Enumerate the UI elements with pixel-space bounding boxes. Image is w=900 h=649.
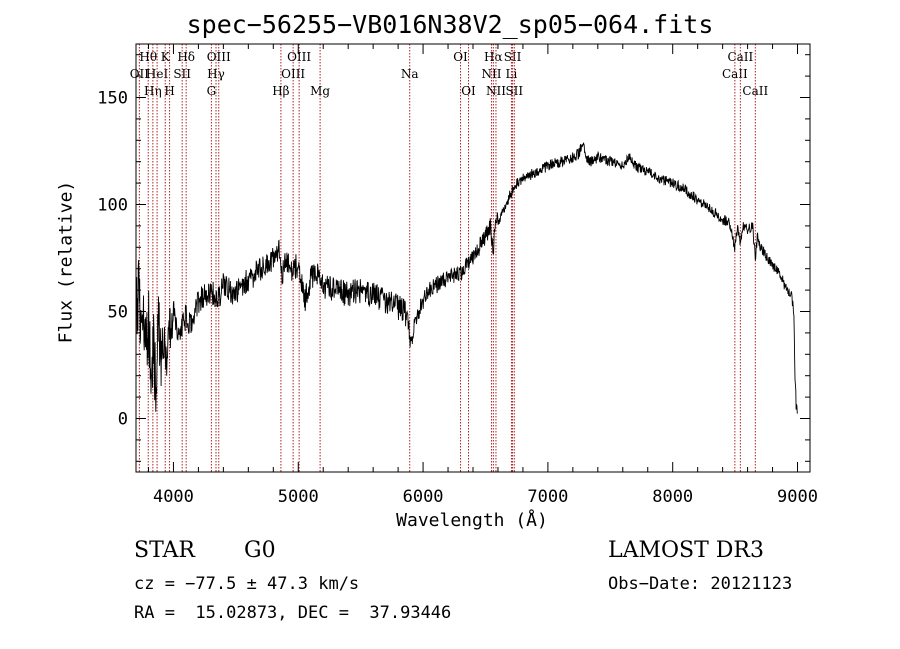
spectral-line-label: OIII <box>287 50 311 64</box>
spectral-line-label: OI <box>461 84 476 98</box>
x-axis-label: Wavelength (Å) <box>396 510 548 531</box>
spectral-line-label: K <box>161 50 171 64</box>
spectral-line-label: CaII <box>727 50 753 64</box>
redshift-velocity: cz = −77.5 ± 47.3 km/s <box>134 574 360 594</box>
spectral-line-label: Hθ <box>139 50 157 64</box>
chart-title: spec−56255−VB016N38V2_sp05−064.fits <box>186 10 714 39</box>
spectral-line-label: NII <box>486 84 506 98</box>
object-subclass: G0 <box>244 538 276 563</box>
y-tick-label: 100 <box>97 196 128 216</box>
survey-name: LAMOST DR3 <box>608 538 764 563</box>
spectral-line-label: HeI <box>146 67 169 81</box>
observation-date: Obs−Date: 20121123 <box>608 574 793 594</box>
spectral-line-label: H <box>164 84 174 98</box>
x-tick-label: 8000 <box>652 487 693 507</box>
spectrum-line <box>135 142 798 414</box>
spectral-line-label: SII <box>173 67 191 81</box>
spectral-line-label: G <box>207 84 217 98</box>
spectral-line-label: NII <box>481 67 501 81</box>
x-tick-label: 9000 <box>777 487 818 507</box>
y-tick-label: 0 <box>118 410 128 430</box>
y-tick-label: 50 <box>108 303 128 323</box>
spectral-line-label: OII <box>130 67 150 81</box>
spectral-line-label: CaII <box>722 67 748 81</box>
spectral-line-label: OIII <box>281 67 305 81</box>
spectral-line-label: Mg <box>310 84 330 98</box>
object-class: STAR <box>134 538 195 563</box>
spectral-line-label: Hη <box>144 84 162 98</box>
y-axis-label: Flux (relative) <box>55 180 77 344</box>
spectrum-chart: OII Hθ Hη HeI K H SII Hδ G Hγ OIII Hβ OIII OIII Mg Na OI… <box>97 43 818 507</box>
spectral-line-label: Hγ <box>207 67 225 81</box>
x-tick-label: 6000 <box>403 487 444 507</box>
spectral-line-label: Hδ <box>177 50 195 64</box>
spectral-line-label: OIII <box>207 50 231 64</box>
spectral-line-label: Li <box>506 67 518 81</box>
x-tick-label: 4000 <box>153 487 194 507</box>
spectral-line-label: CaII <box>742 84 768 98</box>
x-tick-label: 5000 <box>278 487 319 507</box>
spectral-line-label: Hα <box>484 50 503 64</box>
y-tick-label: 150 <box>97 89 128 109</box>
coordinates: RA = 15.02873, DEC = 37.93446 <box>134 603 452 623</box>
spectral-line-label: OI <box>453 50 468 64</box>
spectral-line-label: SII <box>504 50 522 64</box>
spectral-line-label: SII <box>505 84 523 98</box>
spectral-line-label: Na <box>401 67 419 81</box>
spectral-line-label: Hβ <box>272 84 289 98</box>
x-tick-label: 7000 <box>527 487 568 507</box>
